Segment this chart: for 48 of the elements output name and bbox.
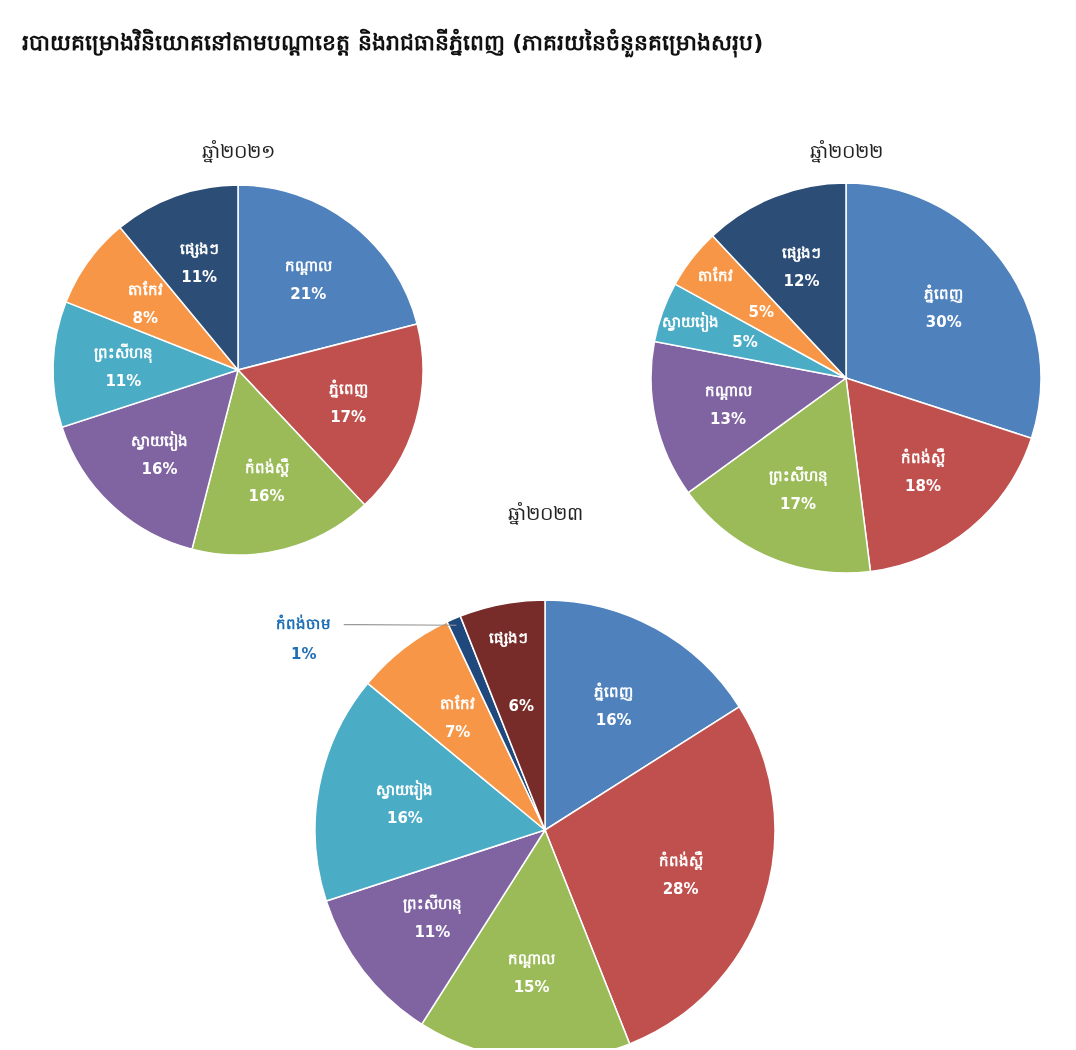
slice-label: ផ្សេងៗ xyxy=(488,628,528,647)
slice-label: កំពង់ស្ពឺ xyxy=(901,448,946,468)
data-label: 7% xyxy=(444,723,471,742)
data-label: 11% xyxy=(105,372,142,391)
data-label: 1% xyxy=(291,644,317,663)
data-label: 6% xyxy=(508,696,535,715)
text: របាយគម្រោងវិនិយោគនៅតាមបណ្ដាខេត្ត និងរាជធានីភ្នំពេញ (ភាគរយនៃចំនួនគម្រោងសរុប) xyxy=(22,28,764,58)
slice-label: កំពង់ស្ពឺ xyxy=(658,851,703,871)
data-label: 16% xyxy=(386,809,423,828)
slice-label: តាកែវ xyxy=(440,694,476,714)
slice-label: ភ្នំពេញ xyxy=(924,283,964,303)
slice-label: ភ្នំពេញ xyxy=(328,379,368,398)
slice-label: ផ្សេងៗ xyxy=(781,243,821,262)
slice-label: កណ្ដាល xyxy=(704,382,752,401)
slice-label: ភ្នំពេញ xyxy=(594,682,634,702)
data-label: 16% xyxy=(248,487,285,506)
slice-label: ស្វាយរៀង xyxy=(661,311,719,333)
data-label: 18% xyxy=(905,477,942,496)
chart-title: ឆ្នាំ២០២២ xyxy=(809,139,883,163)
data-label: 13% xyxy=(710,410,746,429)
data-label: 8% xyxy=(132,308,158,327)
slice-label: តាកែវ xyxy=(697,266,733,286)
slice-label: កណ្ដាល xyxy=(284,257,332,276)
slice-label: ស្វាយរៀង xyxy=(130,430,188,452)
slice-label: តាកែវ xyxy=(127,279,163,299)
slice-label: ព្រះសីហនុ xyxy=(768,465,828,487)
slice-label: ព្រះសីហនុ xyxy=(402,894,462,916)
data-label: 28% xyxy=(662,880,699,899)
data-label: 16% xyxy=(595,711,632,730)
data-label: 11% xyxy=(181,268,218,287)
slice-label: កំពង់ស្ពឺ xyxy=(244,458,289,478)
data-label: 17% xyxy=(780,494,816,513)
slice-label: ព្រះសីហនុ xyxy=(93,343,153,365)
slice-label: កណ្ដាល xyxy=(508,949,556,968)
slice-label: កំពង់ចាម xyxy=(276,613,332,633)
data-label: 21% xyxy=(290,285,327,304)
data-label: 15% xyxy=(513,977,550,996)
chart-title: ឆ្នាំ២០២១ xyxy=(201,139,275,163)
slice-label: ស្វាយរៀង xyxy=(376,780,434,802)
data-label: 11% xyxy=(414,923,451,942)
data-label: 16% xyxy=(141,459,178,478)
data-label: 17% xyxy=(330,408,367,426)
data-label: 12% xyxy=(783,271,820,290)
data-label: 5% xyxy=(748,303,774,322)
slice-label: ផ្សេងៗ xyxy=(179,240,219,259)
data-label: 5% xyxy=(732,332,758,351)
data-label: 30% xyxy=(925,312,962,331)
chart-title: ឆ្នាំ២០២៣ xyxy=(507,501,583,525)
